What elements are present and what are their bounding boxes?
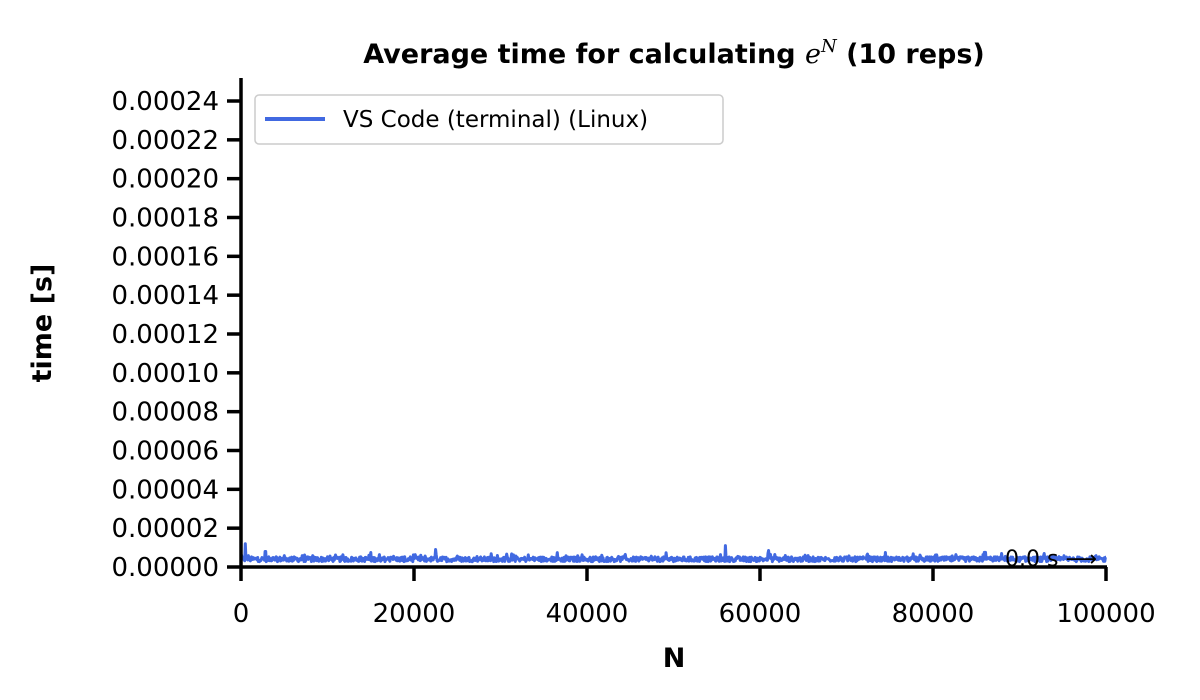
y-tick-label: 0.00016 <box>111 242 219 272</box>
y-tick-label: 0.00010 <box>111 359 219 389</box>
x-tick-label: 60000 <box>719 599 802 629</box>
y-tick-label: 0.00022 <box>111 126 219 156</box>
y-tick-label: 0.00024 <box>111 87 219 117</box>
y-axis-label: time [s] <box>27 264 58 383</box>
x-axis-label: N <box>663 643 686 674</box>
legend-label: VS Code (terminal) (Linux) <box>343 107 648 133</box>
y-ticks: 0.00000 0.00002 0.00004 0.00006 0.00008 0.000… <box>111 87 241 583</box>
y-tick-label: 0.00008 <box>111 398 219 428</box>
plot-area <box>239 542 1107 564</box>
x-ticks: 0 20000 40000 60000 80000 100000 <box>233 567 1156 629</box>
y-tick-label: 0.00020 <box>111 165 219 195</box>
x-tick-label: 40000 <box>546 599 629 629</box>
y-tick-label: 0.00006 <box>111 437 219 467</box>
x-tick-label: 0 <box>233 599 250 629</box>
legend: VS Code (terminal) (Linux) <box>254 94 724 145</box>
x-tick-label: 80000 <box>892 599 975 629</box>
y-tick-label: 0.00002 <box>111 514 219 544</box>
x-tick-label: 100000 <box>1056 599 1155 629</box>
x-tick-label: 20000 <box>373 599 456 629</box>
chart-title: Average time for calculating eN (10 reps… <box>363 36 985 70</box>
y-tick-label: 0.00014 <box>111 281 219 311</box>
y-tick-label: 0.00012 <box>111 320 219 350</box>
annotation-min-time: 0.0 s ⟶ <box>1005 547 1097 572</box>
series-line <box>239 542 1107 564</box>
y-tick-label: 0.00004 <box>111 475 219 505</box>
legend-box <box>254 94 724 145</box>
y-tick-label: 0.00018 <box>111 204 219 234</box>
y-tick-label: 0.00000 <box>111 553 219 583</box>
